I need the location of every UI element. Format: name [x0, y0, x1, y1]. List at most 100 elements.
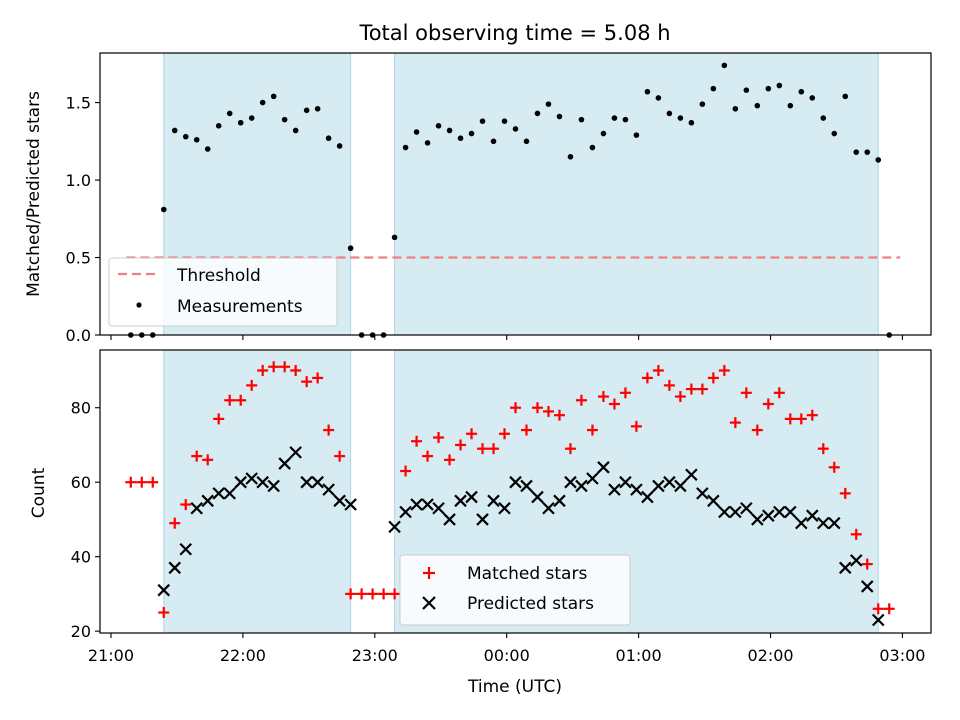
- predicted-star-point: [860, 580, 874, 593]
- matched-star-point: [630, 420, 642, 432]
- top-axis-ticks: 0.0 0.5 1.0 1.5: [66, 94, 903, 345]
- predicted-star-point: [498, 501, 511, 515]
- predicted-star-point: [201, 494, 215, 508]
- measurement-point: [248, 115, 255, 121]
- matched-star-point: [652, 364, 664, 376]
- matched-star-point: [806, 409, 818, 421]
- measurement-point: [424, 140, 431, 146]
- x-tick-label: 03:00: [879, 646, 925, 665]
- measurements-points: [127, 62, 893, 338]
- matched-star-point: [641, 372, 653, 384]
- y-tick-label: 1.0: [66, 171, 91, 190]
- matched-star-point: [696, 383, 708, 395]
- measurement-point: [457, 135, 464, 142]
- matched-star-point: [850, 528, 862, 540]
- matched-star-point: [422, 450, 434, 462]
- measurement-point: [710, 85, 717, 92]
- matched-star-point: [531, 402, 543, 414]
- predicted-star-point: [421, 498, 434, 511]
- matched-star-point: [740, 387, 752, 399]
- matched-star-point: [345, 588, 357, 600]
- predicted-star-point: [806, 509, 819, 522]
- measurement-point: [754, 102, 761, 109]
- predicted-star-point: [168, 561, 182, 575]
- predicted-star-point: [289, 446, 302, 459]
- measurement-point: [853, 149, 860, 155]
- matched-star-point: [663, 379, 675, 391]
- y-tick-label: 20: [71, 622, 91, 641]
- predicted-star-point: [487, 494, 500, 508]
- predicted-star-point: [696, 487, 709, 500]
- matched-star-point: [707, 372, 719, 384]
- matched-star-point: [444, 454, 456, 466]
- count-panel: 20 40 60 80 21:00 22:00 23:00 00:00 01:00 02:00 03…: [29, 349, 932, 697]
- predicted-star-point: [849, 554, 863, 567]
- x-tick-label: 21:00: [88, 646, 134, 665]
- measurement-point: [292, 127, 299, 134]
- measurement-point: [622, 116, 629, 123]
- matched-star-point: [411, 435, 423, 447]
- matched-star-point: [356, 588, 368, 600]
- predicted-stars-points: [157, 446, 885, 627]
- predicted-star-point: [575, 479, 588, 493]
- predicted-star-point: [707, 494, 720, 508]
- predicted-legend-marker: [422, 596, 436, 610]
- predicted-star-point: [762, 509, 775, 522]
- measurement-point: [479, 118, 486, 124]
- predicted-star-point: [509, 475, 522, 489]
- measurement-point: [798, 88, 805, 95]
- measurement-point: [204, 146, 211, 152]
- matched-star-point: [378, 588, 390, 600]
- measurement-point: [325, 135, 332, 142]
- y-tick-label: 1.5: [66, 94, 91, 113]
- matched-legend-marker: [423, 567, 435, 579]
- matched-star-point: [553, 409, 565, 421]
- matched-star-point: [839, 487, 851, 499]
- predicted-star-point: [674, 479, 687, 493]
- predicted-star-point: [663, 475, 676, 489]
- measurement-point: [633, 132, 640, 138]
- predicted-star-point: [652, 479, 665, 493]
- matched-star-point: [520, 424, 532, 436]
- x-tick-label: 22:00: [220, 646, 266, 665]
- measurement-point: [589, 144, 596, 151]
- predicted-star-point: [300, 475, 313, 489]
- measurement-point: [336, 143, 343, 149]
- measurement-point: [226, 110, 233, 117]
- y-tick-label: 60: [71, 473, 91, 492]
- y-tick-label: 40: [71, 548, 91, 567]
- shaded-span: [163, 350, 351, 633]
- measurement-point: [666, 110, 673, 117]
- predicted-star-point: [641, 490, 654, 504]
- predicted-star-point: [399, 505, 412, 519]
- measurement-point: [688, 119, 695, 126]
- x-tick-label: 23:00: [352, 646, 398, 665]
- bottom-shaded-spans: [163, 350, 879, 633]
- measurement-point: [600, 130, 607, 137]
- matched-star-point: [466, 428, 478, 440]
- matched-star-point: [323, 424, 335, 436]
- matched-star-point: [147, 476, 159, 488]
- matched-star-point: [773, 387, 785, 399]
- predicted-star-point: [838, 561, 852, 575]
- predicted-star-point: [597, 461, 610, 474]
- measurement-point: [611, 115, 618, 121]
- matched-star-point: [685, 383, 697, 395]
- matched-star-point: [762, 398, 774, 410]
- predicted-star-point: [564, 475, 577, 489]
- measurement-point: [787, 102, 794, 109]
- measurements-legend-label: Measurements: [177, 297, 303, 317]
- predicted-star-point: [465, 490, 478, 504]
- matched-star-point: [488, 443, 500, 455]
- predicted-star-point: [553, 494, 566, 508]
- measurement-point: [644, 88, 651, 95]
- predicted-star-point: [388, 520, 401, 534]
- matched-star-point: [619, 387, 631, 399]
- matched-star-point: [718, 364, 730, 376]
- measurement-point: [270, 93, 277, 100]
- top-y-axis-label: Matched/Predicted stars: [24, 91, 44, 297]
- measurement-point: [721, 62, 728, 69]
- matched-star-point: [367, 588, 379, 600]
- matched-star-point: [861, 558, 873, 570]
